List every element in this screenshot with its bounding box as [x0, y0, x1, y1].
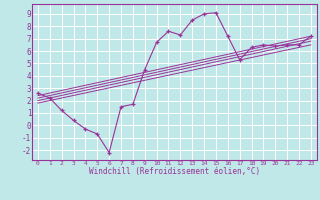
- X-axis label: Windchill (Refroidissement éolien,°C): Windchill (Refroidissement éolien,°C): [89, 167, 260, 176]
